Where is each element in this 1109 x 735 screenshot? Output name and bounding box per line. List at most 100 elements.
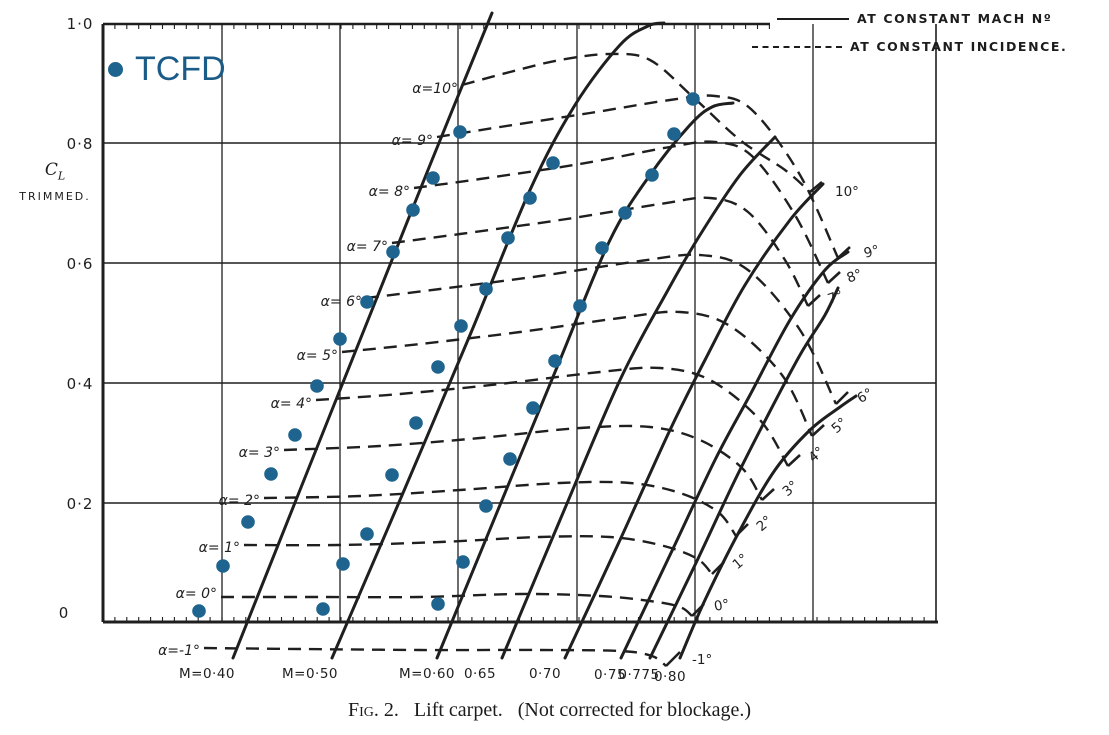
tcfd-point bbox=[479, 282, 493, 296]
tcfd-point bbox=[333, 332, 347, 346]
tcfd-point bbox=[360, 527, 374, 541]
incidence-curve--1deg bbox=[203, 646, 667, 667]
tcfd-point bbox=[526, 401, 540, 415]
incidence-curve-3deg bbox=[283, 424, 764, 501]
incidence-left-label: α= 4° bbox=[271, 396, 312, 412]
incidence-curve-7deg bbox=[391, 196, 810, 307]
incidence-curve-0deg bbox=[220, 592, 693, 617]
incidence-left-label: α=10° bbox=[412, 81, 458, 97]
tcfd-legend: TCFD bbox=[108, 50, 226, 89]
incidence-end-tick bbox=[835, 391, 849, 405]
incidence-right-label: -1° bbox=[692, 652, 712, 668]
mach-curve-M_0_60 bbox=[435, 101, 735, 660]
incidence-left-label: α=-1° bbox=[158, 643, 200, 659]
mach-curve-M_0_50 bbox=[330, 21, 666, 660]
incidence-left-label: α= 6° bbox=[321, 294, 362, 310]
tcfd-point bbox=[431, 597, 445, 611]
tcfd-point bbox=[386, 245, 400, 259]
tcfd-point bbox=[453, 125, 467, 139]
incidence-right-label: 3° bbox=[780, 478, 802, 500]
y-tick-label: 0·4 bbox=[67, 375, 94, 393]
solid-line-icon bbox=[777, 17, 849, 20]
mach-curve-M_0_75 bbox=[619, 250, 850, 660]
incidence-curve-5deg bbox=[341, 310, 814, 437]
tcfd-point bbox=[316, 602, 330, 616]
incidence-left-label: α= 1° bbox=[199, 540, 240, 556]
incidence-left-label: α= 8° bbox=[369, 184, 410, 200]
tcfd-point bbox=[310, 379, 324, 393]
incidence-right-label: 6° bbox=[855, 385, 876, 407]
y-tick-label: 1·0 bbox=[67, 15, 94, 33]
caption-note: (Not corrected for blockage.) bbox=[517, 699, 751, 721]
tcfd-point bbox=[479, 499, 493, 513]
incidence-left-label: α= 0° bbox=[176, 586, 217, 602]
incidence-end-tick bbox=[787, 454, 801, 467]
tcfd-point bbox=[406, 203, 420, 217]
tcfd-point bbox=[686, 92, 700, 106]
legend-constant-mach: AT CONSTANT MACH Nº bbox=[777, 11, 1052, 26]
y-axis-symbol-sub: L bbox=[57, 169, 66, 183]
incidence-curve-2deg bbox=[263, 480, 737, 537]
incidence-end-tick bbox=[807, 294, 821, 307]
y-axis-trimmed-label: TRIMMED. bbox=[19, 190, 91, 204]
figure-caption: Fig. 2. Lift carpet. (Not corrected for … bbox=[0, 699, 1109, 722]
dashed-line-icon bbox=[752, 45, 842, 48]
tcfd-point bbox=[667, 127, 681, 141]
incidence-end-tick bbox=[827, 271, 841, 284]
x-mach-label: M=0·60 bbox=[399, 666, 455, 682]
incidence-left-label: α= 2° bbox=[219, 493, 260, 509]
incidence-right-label: 10° bbox=[835, 184, 859, 200]
tcfd-point bbox=[426, 171, 440, 185]
incidence-right-label: 5° bbox=[829, 415, 851, 437]
tcfd-point bbox=[241, 515, 255, 529]
mach-curve-M_0_65 bbox=[500, 135, 777, 660]
incidence-right-label: 8° bbox=[845, 266, 865, 286]
tcfd-point bbox=[192, 604, 206, 618]
tcfd-point bbox=[523, 191, 537, 205]
tcfd-point bbox=[456, 555, 470, 569]
x-mach-label: 0·65 bbox=[464, 666, 496, 682]
incidence-curve-4deg bbox=[315, 366, 790, 467]
tcfd-point bbox=[431, 360, 445, 374]
legend-constant-mach-label: AT CONSTANT MACH Nº bbox=[857, 11, 1053, 26]
tcfd-point bbox=[360, 295, 374, 309]
incidence-end-tick bbox=[811, 424, 825, 437]
caption-fig-number: Fig. 2. bbox=[348, 699, 399, 721]
mach-curve-M_0_775 bbox=[648, 286, 840, 660]
y-tick-label: 0·8 bbox=[67, 135, 94, 153]
incidence-left-label: α= 7° bbox=[347, 239, 388, 255]
x-mach-label: 0·80 bbox=[654, 669, 686, 685]
incidence-end-tick bbox=[665, 651, 681, 667]
tcfd-point bbox=[264, 467, 278, 481]
x-mach-label: 0·70 bbox=[529, 666, 561, 682]
y-tick-label: 0·6 bbox=[67, 255, 94, 273]
tcfd-dot-icon bbox=[108, 62, 123, 77]
x-mach-label: 0·775 bbox=[618, 667, 659, 683]
incidence-right-label: 1° bbox=[730, 551, 752, 573]
tcfd-point bbox=[595, 241, 609, 255]
mach-curve-M_0_40 bbox=[231, 11, 494, 660]
x-mach-label: 0·75 bbox=[594, 667, 626, 683]
incidence-curve-6deg bbox=[365, 253, 838, 405]
tcfd-point bbox=[548, 354, 562, 368]
tcfd-legend-label: TCFD bbox=[135, 50, 226, 88]
mach-curve-M_0_80 bbox=[678, 394, 858, 660]
incidence-curve-10deg bbox=[461, 52, 811, 193]
incidence-right-label: 2° bbox=[754, 513, 776, 535]
tcfd-point bbox=[454, 319, 468, 333]
x-mach-label: M=0·40 bbox=[179, 666, 235, 682]
tcfd-point bbox=[645, 168, 659, 182]
tcfd-point bbox=[503, 452, 517, 466]
tcfd-point bbox=[546, 156, 560, 170]
tcfd-point bbox=[385, 468, 399, 482]
tcfd-point bbox=[216, 559, 230, 573]
y-axis-title: CL TRIMMED. bbox=[10, 160, 100, 203]
incidence-left-label: α= 5° bbox=[297, 348, 338, 364]
incidence-curve-1deg bbox=[243, 535, 713, 575]
tcfd-point bbox=[336, 557, 350, 571]
tcfd-point bbox=[288, 428, 302, 442]
y-tick-label: 0 bbox=[59, 604, 70, 622]
legend-constant-incidence: AT CONSTANT INCIDENCE. bbox=[752, 39, 1067, 54]
